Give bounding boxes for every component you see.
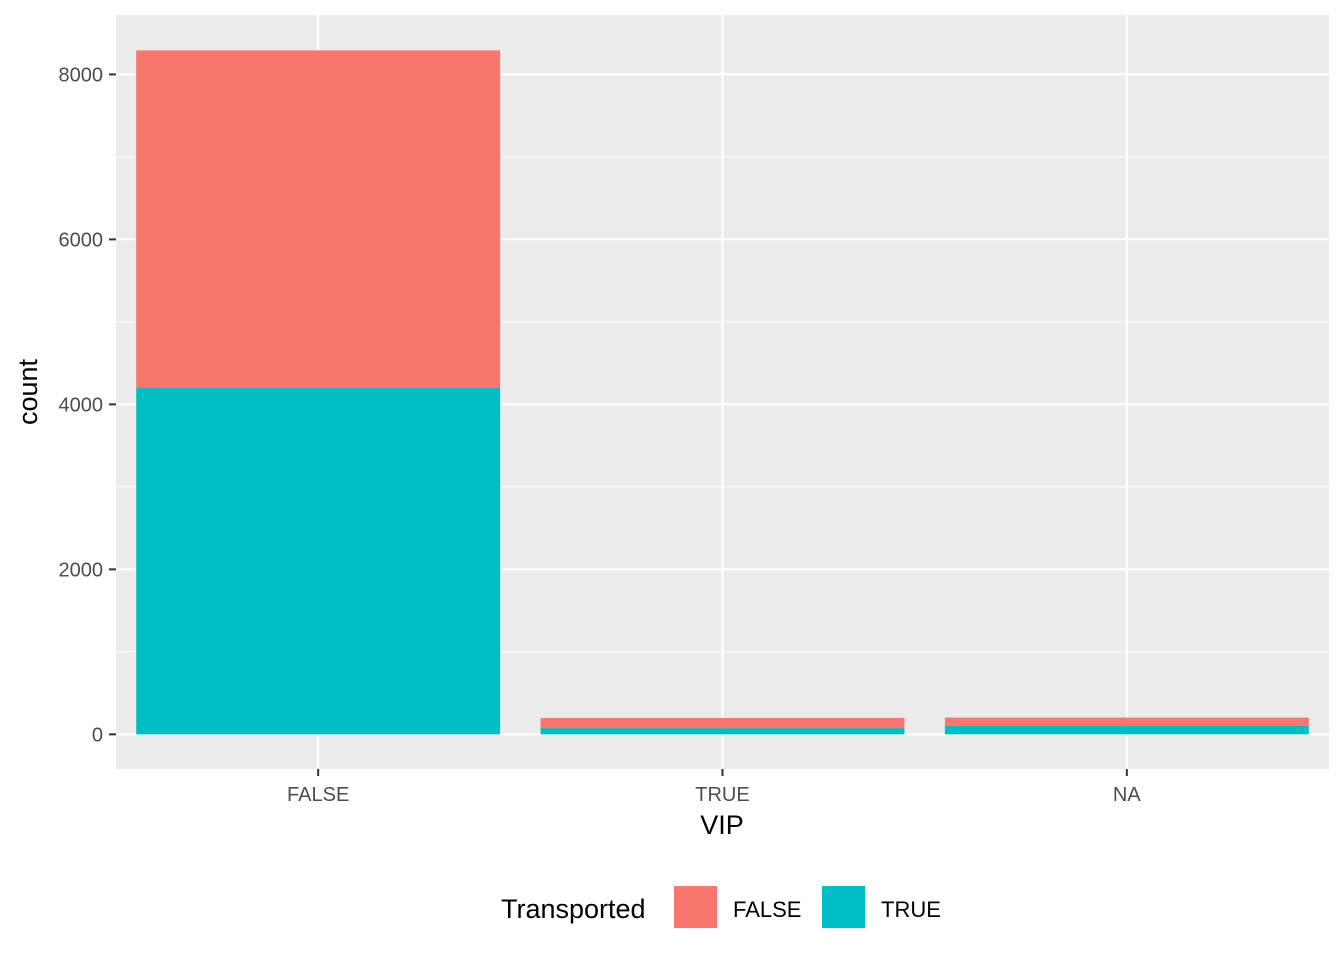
y-tick-label: 8000 (59, 64, 104, 86)
legend-title: Transported (501, 894, 646, 924)
bar-false-true (136, 388, 501, 735)
y-axis-title: count (13, 358, 43, 425)
legend-label-true: TRUE (881, 897, 941, 922)
bar-false-false (136, 50, 501, 389)
y-axis: 0 2000 4000 6000 8000 (59, 64, 116, 746)
legend-key-true (822, 886, 865, 928)
bar-na-false (944, 717, 1309, 726)
bar-na-true (944, 725, 1309, 735)
bar-true-false (540, 717, 905, 729)
bar-true-true (540, 728, 905, 735)
y-tick-label: 4000 (59, 394, 104, 416)
x-tick-label: FALSE (287, 784, 349, 806)
y-tick-label: 6000 (59, 229, 104, 251)
y-tick-label: 0 (92, 724, 103, 746)
x-axis: FALSE TRUE NA (287, 769, 1141, 806)
x-tick-label: TRUE (695, 784, 749, 806)
y-tick-label: 2000 (59, 559, 104, 581)
legend: Transported FALSE TRUE (501, 886, 941, 928)
legend-label-false: FALSE (733, 897, 801, 922)
x-tick-label: NA (1113, 784, 1141, 806)
bars (136, 50, 1309, 735)
x-axis-title: VIP (700, 810, 744, 840)
legend-key-false (674, 886, 717, 928)
